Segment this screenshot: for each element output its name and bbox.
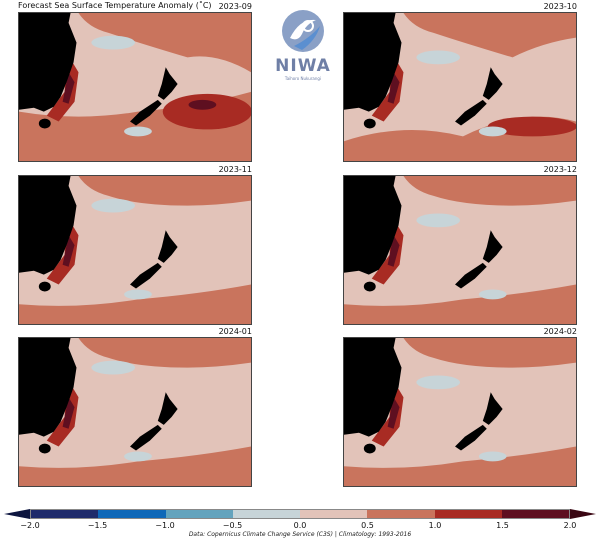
new-zealand-north-island	[157, 230, 178, 263]
tasmania-landmass	[38, 281, 51, 292]
cool-anomaly-region	[91, 35, 135, 50]
cool-anomaly-region	[478, 126, 507, 137]
new-zealand-north-island	[482, 230, 503, 263]
sst-anomaly-map-panel	[18, 175, 252, 325]
colorbar-segment	[300, 510, 368, 518]
cool-anomaly-region	[91, 360, 135, 375]
niwa-logo: NIWA Taihoro Nukurangi	[268, 8, 338, 98]
colorbar-segment	[501, 510, 569, 518]
tasmania-landmass	[38, 443, 51, 454]
colorbar-over-arrow	[570, 509, 596, 519]
warm-anomaly-region	[344, 446, 576, 486]
warm-anomaly-region	[78, 13, 251, 73]
sst-anomaly-map-panel	[343, 175, 577, 325]
panel-month-label: 2024-02	[543, 327, 577, 336]
australia-landmass	[19, 338, 77, 437]
warm-anomaly-region	[403, 13, 576, 58]
cool-anomaly-region	[91, 198, 135, 213]
warm-anomaly-region	[78, 338, 251, 368]
colorbar-segment	[232, 510, 300, 518]
colorbar-segment	[434, 510, 502, 518]
warm-anomaly-region	[78, 176, 251, 206]
colorbar-tick-label: −0.5	[222, 521, 243, 530]
warm-anomaly-region	[19, 446, 251, 486]
new-zealand-north-island	[157, 392, 178, 425]
cool-anomaly-region	[124, 126, 152, 137]
logo-wordmark: NIWA	[275, 56, 331, 76]
cool-anomaly-region	[124, 451, 152, 462]
colorbar-tick-label: −1.5	[87, 521, 108, 530]
tasmania-landmass	[363, 118, 376, 129]
data-credit: Data: Copernicus Climate Change Service …	[188, 531, 412, 538]
colorbar-segment	[165, 510, 233, 518]
panel-month-label: 2023-10	[543, 2, 577, 11]
panel-month-label: 2023-12	[543, 165, 577, 174]
colorbar-segment	[31, 510, 99, 518]
australia-landmass	[19, 176, 77, 275]
figure-title: Forecast Sea Surface Temperature Anomaly…	[18, 1, 212, 10]
new-zealand-south-island	[130, 99, 162, 126]
warm-anomaly-region	[344, 284, 576, 324]
sst-anomaly-map-panel	[18, 337, 252, 487]
colorbar-segment	[98, 510, 166, 518]
sst-anomaly-map-panel	[18, 12, 252, 162]
tasmania-landmass	[363, 443, 376, 454]
hot-anomaly-region	[188, 99, 217, 110]
new-zealand-south-island	[130, 424, 162, 451]
new-zealand-south-island	[455, 99, 487, 126]
cool-anomaly-region	[124, 289, 152, 300]
warm-anomaly-region	[19, 284, 251, 324]
colorbar-under-arrow	[4, 509, 30, 519]
tasmania-landmass	[363, 281, 376, 292]
warm-anomaly-region	[162, 93, 251, 130]
sst-anomaly-map-panel	[343, 12, 577, 162]
colorbar-segment	[367, 510, 435, 518]
warm-anomaly-region	[403, 338, 576, 368]
logo-subtitle: Taihoro Nukurangi	[284, 76, 322, 81]
australia-landmass	[19, 13, 77, 112]
new-zealand-south-island	[455, 262, 487, 289]
colorbar-tick-label: −1.0	[155, 521, 175, 530]
coastal-hot-region	[62, 397, 75, 429]
colorbar	[30, 509, 570, 519]
new-zealand-north-island	[482, 67, 503, 100]
coastal-hot-region	[62, 72, 75, 104]
niwa-swirl-icon	[282, 10, 324, 52]
colorbar-tick-label: 1.0	[428, 521, 442, 530]
colorbar-tick-label: 0.5	[361, 521, 374, 530]
new-zealand-south-island	[455, 424, 487, 451]
cool-anomaly-region	[416, 375, 460, 390]
colorbar-tick-label: 1.5	[496, 521, 509, 530]
panel-month-label: 2024-01	[218, 327, 252, 336]
warm-anomaly-region	[487, 116, 576, 137]
coastal-hot-region	[387, 235, 400, 267]
cool-anomaly-region	[416, 50, 460, 65]
coastal-hot-region	[62, 235, 75, 267]
panel-month-label: 2023-11	[218, 165, 252, 174]
colorbar-tick-label: −2.0	[20, 521, 40, 530]
colorbar-tick-label: 0.0	[293, 521, 307, 530]
colorbar-tick-label: 2.0	[563, 521, 577, 530]
tasmania-landmass	[38, 118, 51, 129]
warm-anomaly-region	[403, 176, 576, 206]
new-zealand-north-island	[157, 67, 178, 100]
cool-anomaly-region	[478, 451, 507, 462]
australia-landmass	[344, 13, 402, 112]
australia-landmass	[344, 338, 402, 437]
cool-anomaly-region	[416, 213, 460, 228]
coastal-hot-region	[387, 72, 400, 104]
sst-anomaly-map-panel	[343, 337, 577, 487]
new-zealand-north-island	[482, 392, 503, 425]
new-zealand-south-island	[130, 262, 162, 289]
cool-anomaly-region	[478, 289, 507, 300]
australia-landmass	[344, 176, 402, 275]
coastal-hot-region	[387, 397, 400, 429]
panel-month-label: 2023-09	[218, 2, 252, 11]
